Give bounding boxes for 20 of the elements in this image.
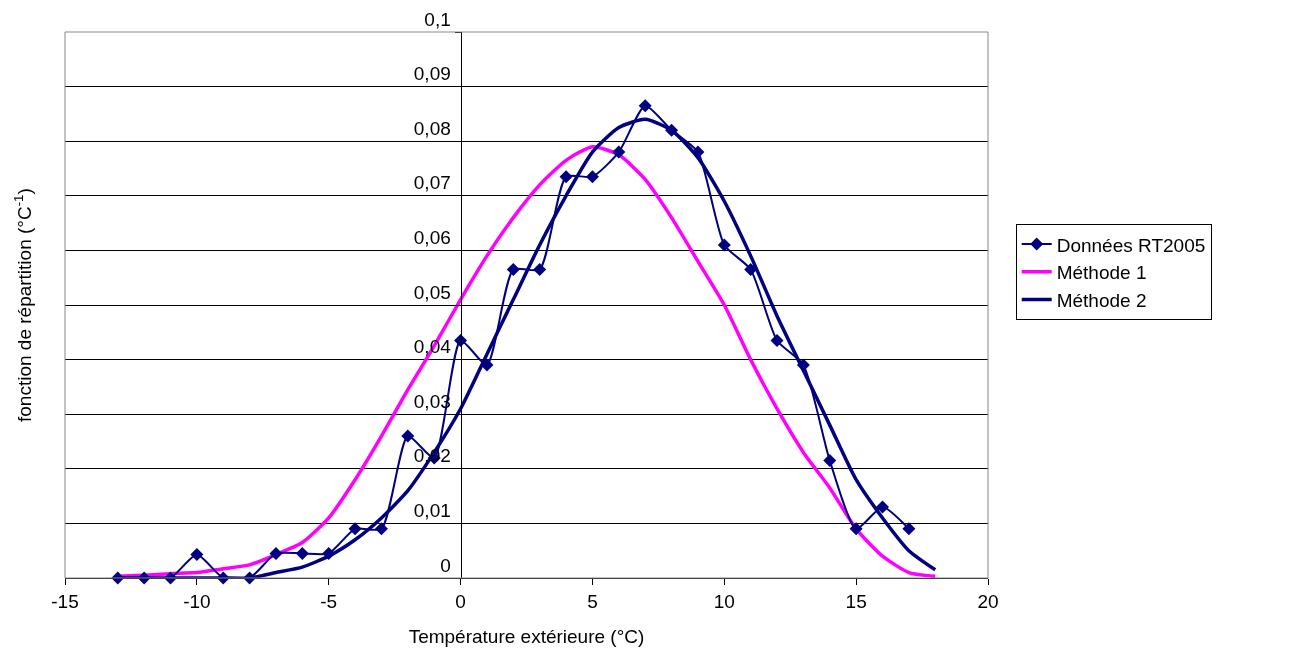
legend-label: Méthode 1 (1056, 262, 1147, 284)
x-axis-title: Température extérieure (°C) (408, 625, 645, 647)
y-tick-label: 0,09 (413, 63, 451, 85)
y-tick-label: 0,07 (413, 172, 451, 194)
y-tick-label: 0 (440, 554, 451, 576)
legend-label: Méthode 2 (1056, 289, 1147, 311)
x-tick-label: 15 (845, 590, 867, 612)
y-tick-label: 0,1 (424, 8, 451, 30)
x-tick-label: -5 (320, 590, 338, 612)
x-tick-label: 20 (977, 590, 999, 612)
y-tick-label: 0,05 (413, 281, 451, 303)
y-tick-label: 0,01 (413, 500, 451, 522)
x-tick-label: -10 (183, 590, 211, 612)
legend-label: Données RT2005 (1056, 234, 1206, 256)
x-tick-label: 5 (587, 590, 598, 612)
x-tick-label: 0 (455, 590, 466, 612)
y-tick-label: 0,08 (413, 117, 451, 139)
x-tick-label: -15 (51, 590, 79, 612)
y-tick-label: 0,06 (413, 227, 451, 249)
x-tick-label: 10 (713, 590, 735, 612)
